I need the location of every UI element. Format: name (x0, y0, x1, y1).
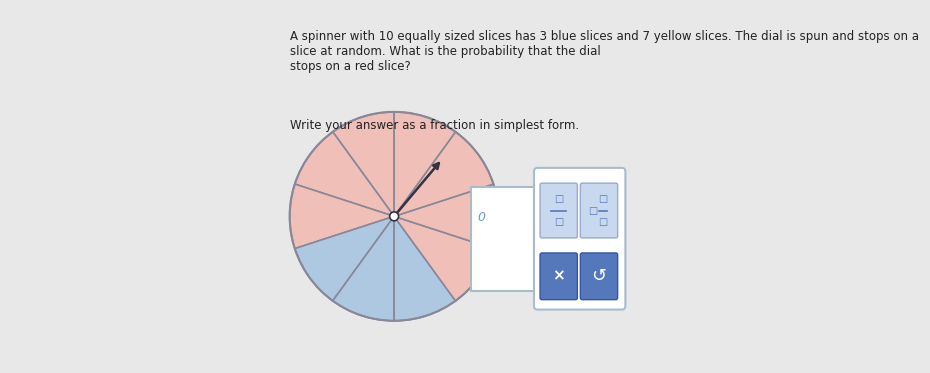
FancyBboxPatch shape (580, 183, 618, 238)
FancyBboxPatch shape (534, 168, 625, 310)
Text: □: □ (598, 217, 607, 227)
Text: A spinner with 10 equally sized slices has 3 blue slices and 7 yellow slices. Th: A spinner with 10 equally sized slices h… (289, 30, 919, 73)
Text: □: □ (588, 206, 597, 216)
Wedge shape (289, 184, 394, 249)
Wedge shape (394, 216, 494, 301)
Wedge shape (295, 132, 394, 216)
Wedge shape (333, 216, 394, 321)
Text: Write your answer as a fraction in simplest form.: Write your answer as a fraction in simpl… (289, 119, 578, 132)
FancyBboxPatch shape (540, 183, 578, 238)
Wedge shape (394, 216, 456, 321)
FancyBboxPatch shape (471, 186, 534, 291)
Text: □: □ (554, 217, 564, 227)
FancyBboxPatch shape (580, 253, 618, 300)
Wedge shape (394, 184, 498, 249)
FancyBboxPatch shape (540, 253, 578, 300)
Wedge shape (333, 112, 394, 216)
Text: ↺: ↺ (591, 267, 606, 285)
Wedge shape (394, 112, 456, 216)
Circle shape (390, 212, 399, 221)
Wedge shape (394, 132, 494, 216)
Wedge shape (295, 216, 394, 301)
Text: 0: 0 (477, 211, 485, 224)
Text: ×: × (552, 269, 565, 284)
Text: □: □ (554, 194, 564, 204)
Text: □: □ (598, 194, 607, 204)
